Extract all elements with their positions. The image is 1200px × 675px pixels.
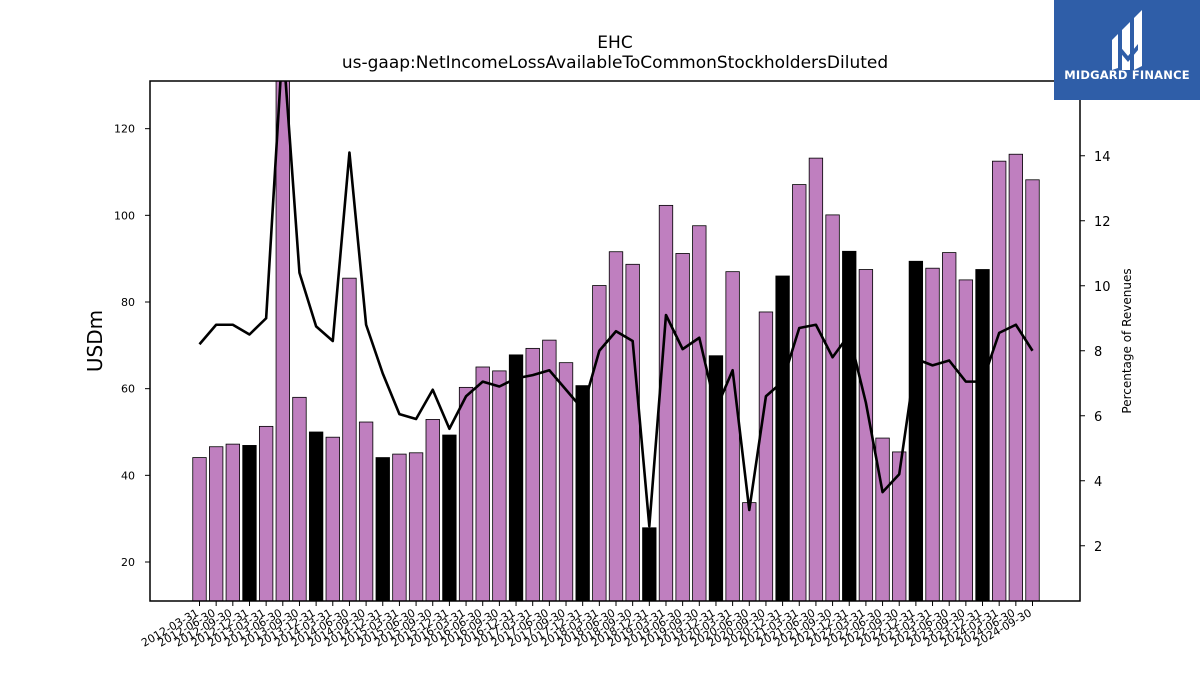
bar <box>725 271 740 602</box>
bar <box>608 251 624 602</box>
logo-mark-icon <box>1112 10 1142 70</box>
bar <box>442 434 457 602</box>
bar <box>308 431 324 602</box>
bar <box>575 385 590 602</box>
bar <box>758 311 774 602</box>
y2-tick-label: 8 <box>1094 345 1102 360</box>
bar <box>1025 179 1040 602</box>
series-line <box>198 81 1034 528</box>
y2-tick-label: 4 <box>1094 475 1102 490</box>
bar <box>225 443 240 602</box>
bars-group <box>192 80 1040 602</box>
bar <box>808 157 824 602</box>
bar <box>625 263 640 602</box>
bar <box>209 446 224 602</box>
bar <box>458 386 474 602</box>
bar <box>592 285 607 602</box>
bar <box>342 277 357 602</box>
chart-title: EHC <box>597 33 632 53</box>
line-group <box>198 81 1034 528</box>
bar <box>658 204 674 602</box>
bar <box>942 252 957 602</box>
y2-axis-label: Percentage of Revenues <box>1120 268 1134 413</box>
y-tick-label: 120 <box>114 123 135 136</box>
bar <box>408 452 424 602</box>
x-axis: 2012-03-312012-06-302012-09-302012-12-31… <box>139 601 1034 650</box>
y2-tick-label: 6 <box>1094 410 1102 425</box>
bar <box>475 366 490 602</box>
bar <box>958 279 974 602</box>
bar <box>858 269 874 602</box>
bar <box>358 421 374 602</box>
bar <box>908 260 924 602</box>
bar <box>642 527 657 602</box>
bar <box>192 457 207 602</box>
y2-axis: 2 4 6 8 10 12 14 <box>1080 150 1111 555</box>
bar <box>925 267 940 602</box>
y-tick-label: 60 <box>121 383 135 396</box>
y-axis-label: USDm <box>83 310 107 372</box>
bar <box>242 445 257 602</box>
y-tick-label: 80 <box>121 296 135 309</box>
bar <box>425 419 440 602</box>
chart-subtitle: us-gaap:NetIncomeLossAvailableToCommonSt… <box>342 53 888 73</box>
bar <box>1008 153 1023 602</box>
bar <box>825 214 840 602</box>
y2-tick-label: 14 <box>1094 150 1111 165</box>
bar <box>792 184 807 602</box>
y2-tick-label: 2 <box>1094 540 1102 555</box>
bar <box>842 250 857 602</box>
bar <box>325 436 340 602</box>
y-tick-label: 100 <box>114 209 135 222</box>
brand-logo: MIDGARD FINANCE <box>1054 0 1200 100</box>
bar <box>975 269 990 602</box>
bar <box>525 347 540 602</box>
bar <box>692 225 707 602</box>
y-tick-label: 40 <box>121 469 135 482</box>
bar <box>292 396 307 602</box>
y-axis: 20 40 60 80 100 120 <box>114 123 150 569</box>
bar <box>558 362 574 602</box>
bar <box>492 370 507 602</box>
bar <box>508 354 524 602</box>
bar <box>258 425 274 602</box>
bar <box>542 339 557 602</box>
logo-text: MIDGARD FINANCE <box>1064 68 1190 82</box>
bar <box>992 160 1007 602</box>
plot-frame <box>149 80 1081 602</box>
bar <box>675 253 690 602</box>
bar <box>275 80 290 602</box>
bar <box>375 457 390 602</box>
bar <box>392 453 407 602</box>
y2-tick-label: 10 <box>1094 280 1111 295</box>
y2-tick-label: 12 <box>1094 215 1111 230</box>
bar <box>742 502 757 602</box>
y-tick-label: 20 <box>121 556 135 569</box>
bar <box>775 275 790 602</box>
